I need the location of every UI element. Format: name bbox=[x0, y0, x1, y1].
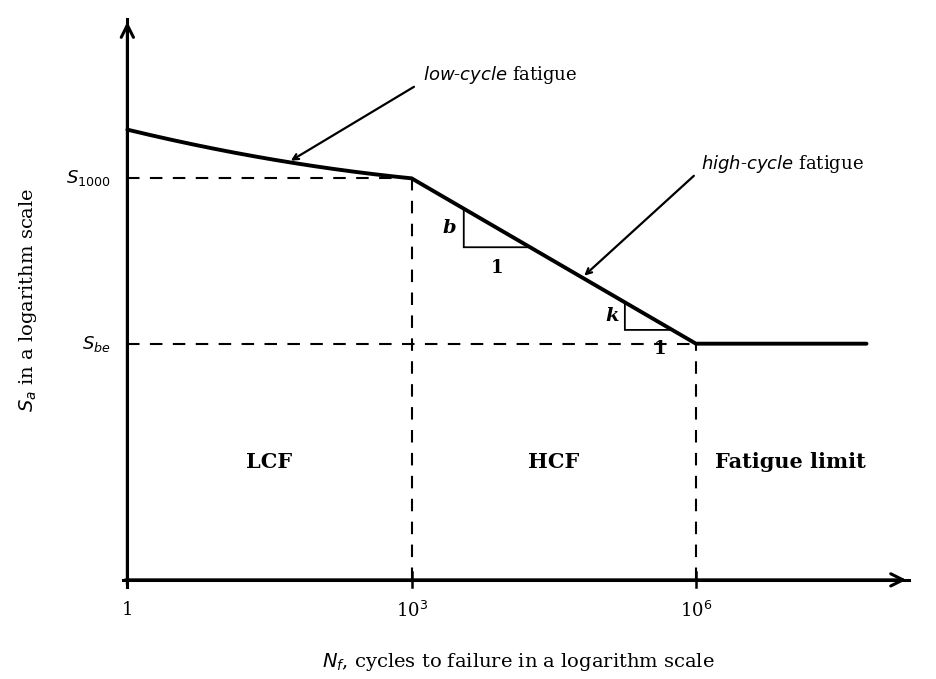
Text: 10$^3$: 10$^3$ bbox=[395, 600, 427, 621]
Text: 1: 1 bbox=[490, 259, 503, 277]
Text: b: b bbox=[442, 219, 456, 237]
Text: $S_{1000}$: $S_{1000}$ bbox=[66, 168, 110, 188]
Text: $\it{high}$-$\it{cycle}$ fatigue: $\it{high}$-$\it{cycle}$ fatigue bbox=[700, 153, 863, 175]
Text: $S_{be}$: $S_{be}$ bbox=[81, 333, 110, 354]
Text: k: k bbox=[605, 307, 619, 325]
Text: $N_f$, cycles to failure in a logarithm scale: $N_f$, cycles to failure in a logarithm … bbox=[322, 650, 714, 673]
Text: LCF: LCF bbox=[246, 452, 292, 472]
Text: $S_a$ in a logarithm scale: $S_a$ in a logarithm scale bbox=[17, 187, 38, 411]
Text: HCF: HCF bbox=[528, 452, 578, 472]
Text: 1: 1 bbox=[122, 600, 133, 619]
Text: 1: 1 bbox=[652, 340, 665, 359]
Text: 10$^6$: 10$^6$ bbox=[679, 600, 711, 621]
Text: Fatigue limit: Fatigue limit bbox=[714, 452, 865, 472]
Text: $\it{low}$-$\it{cycle}$ fatigue: $\it{low}$-$\it{cycle}$ fatigue bbox=[422, 64, 577, 86]
